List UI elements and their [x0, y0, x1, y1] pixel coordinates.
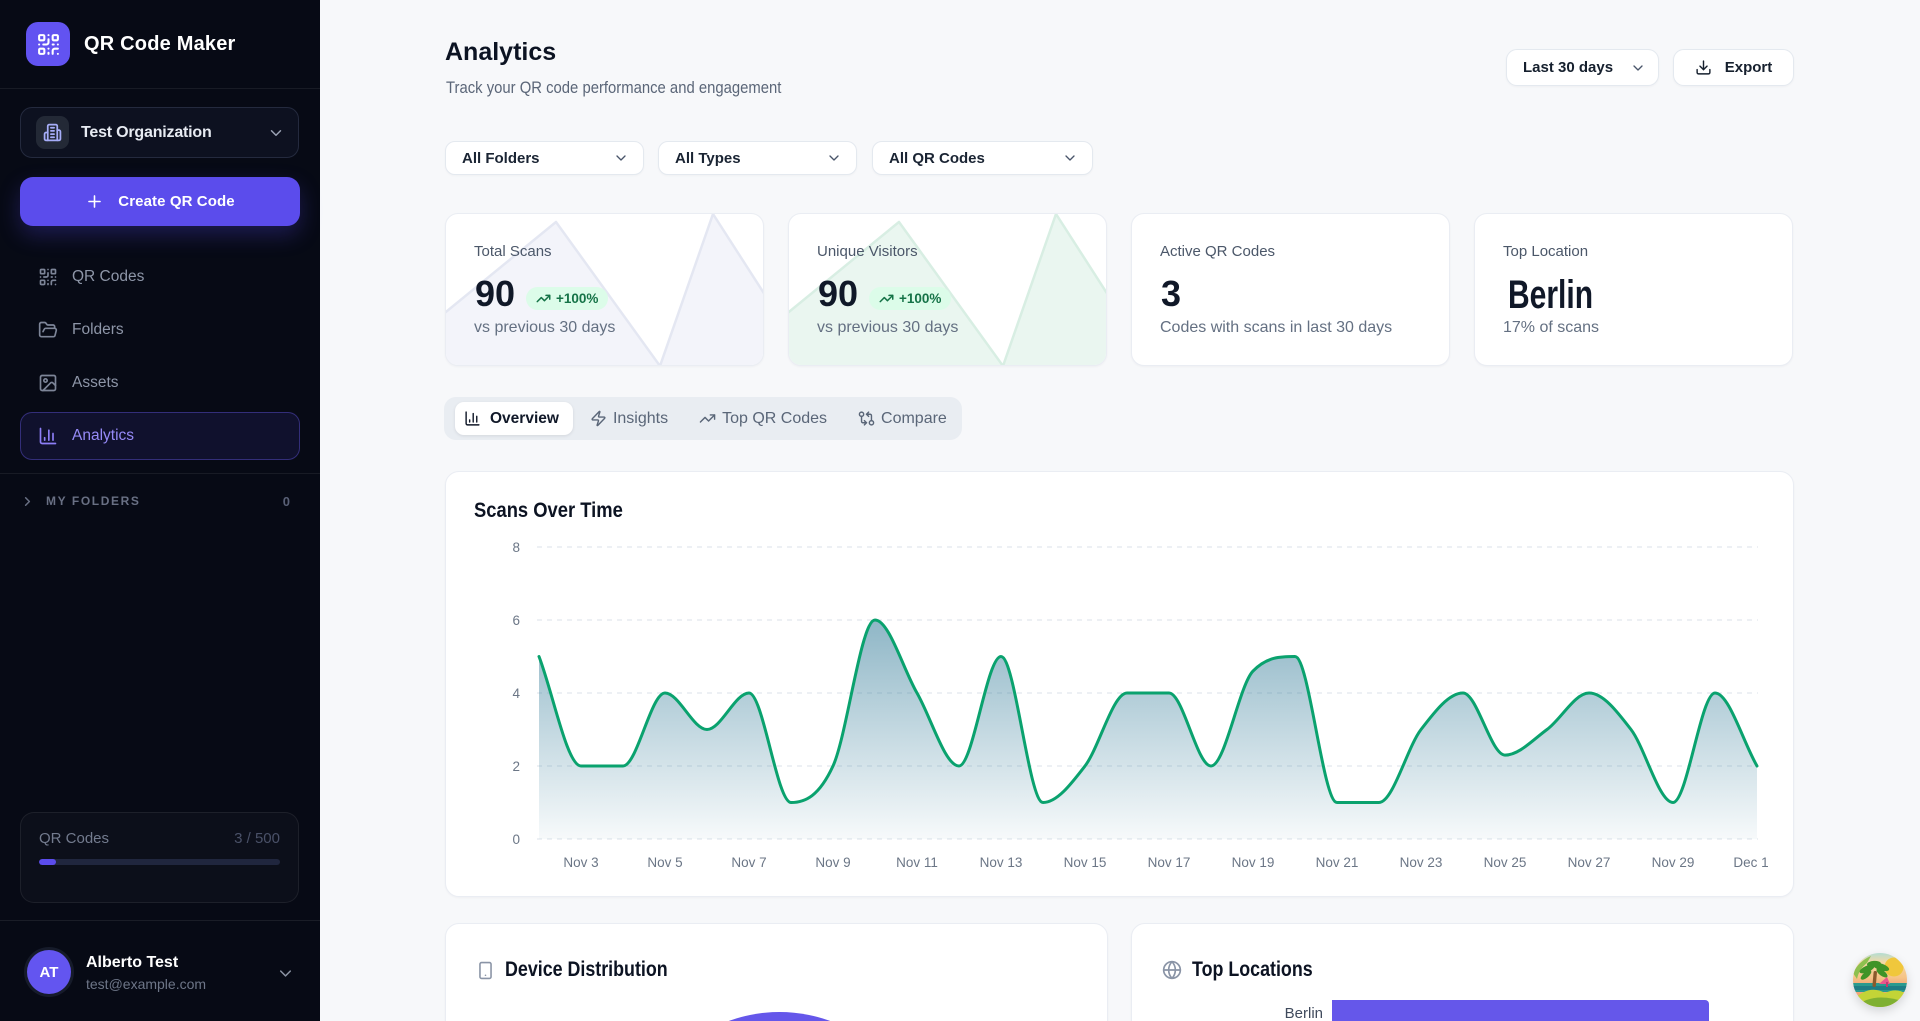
svg-text:4: 4: [512, 686, 520, 701]
svg-text:Nov 21: Nov 21: [1316, 855, 1359, 870]
svg-text:Nov 25: Nov 25: [1484, 855, 1527, 870]
svg-text:Nov 27: Nov 27: [1568, 855, 1611, 870]
svg-text:Nov 23: Nov 23: [1400, 855, 1443, 870]
svg-text:Nov 3: Nov 3: [563, 855, 598, 870]
svg-text:Nov 7: Nov 7: [731, 855, 766, 870]
svg-text:Nov 17: Nov 17: [1148, 855, 1191, 870]
svg-text:6: 6: [512, 613, 520, 628]
svg-text:Nov 19: Nov 19: [1232, 855, 1275, 870]
svg-text:Nov 9: Nov 9: [815, 855, 850, 870]
svg-text:Nov 29: Nov 29: [1652, 855, 1695, 870]
svg-text:Nov 5: Nov 5: [647, 855, 682, 870]
svg-text:Nov 13: Nov 13: [980, 855, 1023, 870]
svg-text:Nov 11: Nov 11: [896, 855, 938, 870]
svg-text:8: 8: [512, 540, 520, 555]
svg-text:Nov 15: Nov 15: [1064, 855, 1107, 870]
svg-text:0: 0: [512, 832, 520, 847]
svg-text:2: 2: [512, 759, 520, 774]
svg-text:Dec 1: Dec 1: [1733, 855, 1768, 870]
